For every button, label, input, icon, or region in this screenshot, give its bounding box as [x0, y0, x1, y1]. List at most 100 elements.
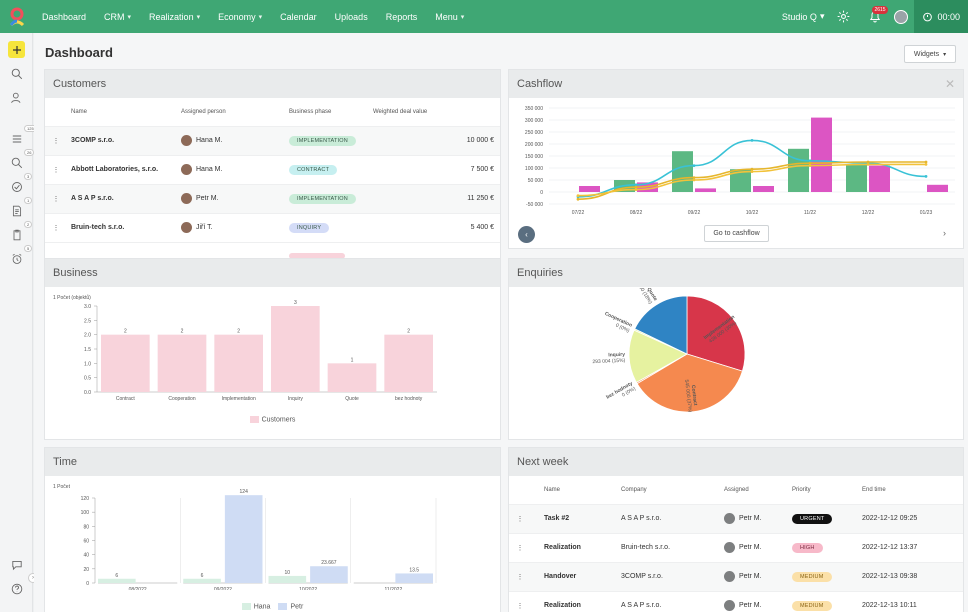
row-menu-icon[interactable]: ⋮ [509, 561, 531, 591]
nav-item-menu[interactable]: Menu ▾ [426, 0, 473, 33]
y-tick-label: 250 000 [525, 130, 543, 136]
business-legend: Customers [45, 416, 500, 423]
company-name: Bruin-tech s.r.o. [608, 532, 720, 562]
gear-icon[interactable] [830, 0, 856, 33]
business-bar [271, 306, 320, 392]
table-row[interactable]: ⋮ Realization Bruin-tech s.r.o. Petr M. HIGH… [509, 532, 963, 562]
time-title: Time [45, 448, 500, 476]
top-navbar: Dashboard CRM ▾ Realization ▾ Economy ▾ Calenda… [0, 0, 968, 33]
cashflow-point [634, 188, 638, 191]
search-icon[interactable] [8, 65, 25, 82]
phase-badge: INQUIRY [289, 222, 330, 233]
nav-item-uploads[interactable]: Uploads [326, 0, 377, 33]
task-name[interactable]: Realization [531, 532, 608, 562]
pie-slice-value: 545 000 (37%) [683, 379, 693, 413]
nav-item-dashboard[interactable]: Dashboard [33, 0, 95, 33]
deal-value: 7 500 € [373, 154, 500, 184]
cashflow-point [692, 164, 696, 167]
legend-customers: Customers [261, 416, 296, 424]
time-legend: Hana Petr [45, 603, 500, 610]
search-records-icon[interactable]: 26 [8, 149, 35, 171]
task-name[interactable]: Handover [531, 561, 608, 591]
user-settings-icon[interactable] [8, 89, 25, 106]
add-icon[interactable] [8, 41, 25, 58]
table-row[interactable]: ⋮ A S A P s.r.o. Petr M. IMPLEMENTATION 11 2… [45, 183, 500, 213]
legend-item[interactable]: Petr [278, 603, 303, 610]
y-tick-label: 350 000 [525, 106, 543, 112]
close-icon[interactable]: ✕ [944, 77, 955, 91]
clipboard-icon[interactable]: 2 [8, 221, 33, 243]
nav-item-reports[interactable]: Reports [377, 0, 427, 33]
table-row[interactable]: ⋮ Abbott Laboratories, s.r.o. Hana M. CONTR… [45, 154, 500, 184]
x-tick-label: Contract [116, 396, 136, 402]
row-menu-icon[interactable]: ⋮ [509, 532, 531, 562]
time-bar [395, 573, 433, 583]
studio-selector[interactable]: Studio Q ▾ [776, 11, 831, 22]
nav-item-economy[interactable]: Economy ▾ [209, 0, 271, 33]
x-tick-label: 08/22 [630, 210, 643, 216]
alarm-icon[interactable]: 5 [8, 245, 33, 267]
table-row[interactable]: ⋮ Realization A S A P s.r.o. Petr M. MEDIUM 2… [509, 590, 963, 612]
chevron-right-icon[interactable]: › [943, 228, 946, 238]
y-tick-label: 0 [86, 581, 89, 587]
main-menu: Dashboard CRM ▾ Realization ▾ Economy ▾ Calenda… [33, 0, 473, 33]
chevron-left-icon[interactable]: ‹ [518, 226, 535, 243]
row-menu-icon[interactable]: ⋮ [45, 125, 67, 155]
customers-title: Customers [45, 70, 500, 98]
next-week-title: Next week [509, 448, 963, 476]
nav-item-realization[interactable]: Realization ▾ [140, 0, 209, 33]
table-row[interactable]: ⋮ Handover 3COMP s.r.o. Petr M. MEDIUM 2022-1… [509, 561, 963, 591]
table-row[interactable]: ⋮ 3COMP s.r.o. Hana M. IMPLEMENTATION 10 000… [45, 125, 500, 155]
y-tick-label: 0.0 [84, 390, 91, 396]
priority-badge: HIGH [792, 542, 823, 553]
customer-name[interactable]: 3COMP s.r.o. [67, 125, 181, 155]
chat-icon[interactable] [8, 556, 25, 573]
business-bar [157, 334, 207, 392]
cashflow-point [866, 163, 870, 166]
avatar [181, 164, 192, 175]
search-count-badge: 26 [24, 149, 35, 156]
cashflow-point [808, 164, 812, 167]
end-time: 2022-12-13 09:38 [859, 561, 963, 591]
row-menu-icon[interactable]: ⋮ [45, 183, 67, 213]
bell-icon[interactable]: 2615 [862, 0, 888, 33]
nav-item-label: Reports [385, 11, 418, 22]
customer-name[interactable]: A S A P s.r.o. [67, 183, 181, 213]
row-menu-icon[interactable]: ⋮ [45, 154, 67, 184]
task-name[interactable]: Task #2 [531, 503, 608, 533]
x-tick-label: Implementation [222, 396, 256, 402]
row-menu-icon[interactable]: ⋮ [509, 503, 531, 533]
nav-item-crm[interactable]: CRM ▾ [95, 0, 140, 33]
timer-button[interactable]: 00:00 [914, 0, 968, 33]
avatar [724, 542, 735, 553]
row-menu-icon[interactable]: ⋮ [509, 590, 531, 612]
widgets-button[interactable]: Widgets ▾ [904, 45, 956, 63]
legend-swatch [278, 603, 288, 610]
bar-value-label: 124 [240, 489, 249, 495]
list-icon[interactable]: 125 [8, 125, 37, 147]
enquiries-title: Enquiries [509, 259, 963, 287]
assigned-name: Petr M. [739, 515, 762, 522]
row-menu-icon[interactable]: ⋮ [45, 212, 67, 242]
check-circle-icon[interactable]: 3 [8, 173, 33, 195]
col-name: Name [71, 108, 88, 115]
deal-value: 11 250 € [373, 183, 500, 213]
phase-badge: IMPLEMENTATION [289, 135, 356, 146]
table-row[interactable]: ⋮ Task #2 A S A P s.r.o. Petr M. URGENT 2022-… [509, 503, 963, 533]
cashflow-widget: Cashflow ✕ 350 000 300 000 250 000 200 000 1… [508, 69, 964, 249]
table-row[interactable]: ⋮ Bruin-tech s.r.o. Jiří T. INQUIRY 5 400 € [45, 212, 500, 242]
document-icon[interactable]: 1 [8, 197, 33, 219]
customer-name[interactable]: Abbott Laboratories, s.r.o. [67, 154, 181, 184]
app-logo[interactable] [0, 0, 33, 33]
end-time: 2022-12-12 13:37 [859, 532, 963, 562]
nav-item-calendar[interactable]: Calendar [271, 0, 326, 33]
user-avatar[interactable] [888, 0, 914, 33]
legend-item[interactable]: Hana [241, 603, 270, 610]
task-name[interactable]: Realization [531, 590, 608, 612]
studio-label: Studio Q [781, 11, 817, 22]
go-to-cashflow-button[interactable]: Go to cashflow [704, 225, 769, 242]
customer-name[interactable]: Bruin-tech s.r.o. [67, 212, 181, 242]
business-chart: 1 Počet (objektů) 3.0 2.5 2.0 1.5 1.0 0.5 0.0 2 C… [53, 294, 437, 402]
help-icon[interactable] [8, 580, 25, 597]
